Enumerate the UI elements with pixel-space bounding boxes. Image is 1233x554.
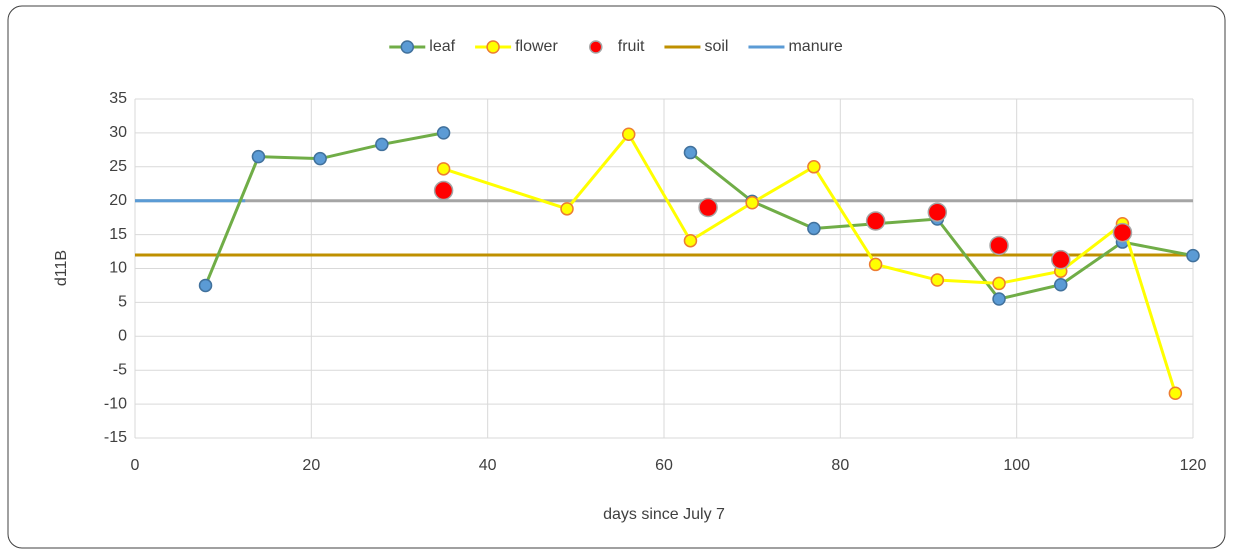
x-tick-label: 20 [302,457,320,474]
marker [251,149,266,164]
x-tick-label: 40 [479,457,497,474]
legend-item: leaf [389,38,456,55]
marker [1186,248,1200,263]
marker [807,160,821,174]
y-tick-label: 10 [109,260,127,277]
marker [927,202,948,222]
legend: leaf flower fruit soil manure [389,38,843,55]
y-tick-label: -5 [113,361,127,378]
marker [1168,386,1183,401]
y-tick-label: 5 [118,294,127,311]
y-tick-label: 25 [109,158,127,175]
marker [992,292,1006,306]
legend-item: soil [664,38,728,55]
y-axis-label: d11B [53,250,70,286]
marker [989,235,1009,256]
legend-label: manure [788,38,842,55]
marker [1051,249,1071,270]
legend-label: leaf [429,38,455,55]
marker [589,40,603,54]
legend-item: fruit [589,38,645,55]
x-axis-label: days since July 7 [603,506,725,523]
marker [992,276,1006,291]
marker [560,202,574,216]
marker [621,127,636,142]
marker [436,126,451,140]
x-tick-label: 120 [1180,457,1207,474]
plot [135,126,1200,401]
marker [436,162,451,176]
y-tick-label: 20 [109,192,127,209]
marker [807,221,821,236]
y-tick-label: 15 [109,226,127,243]
x-tick-label: 80 [831,457,849,474]
marker [1112,222,1133,243]
series-line [443,131,1177,394]
grid: -15 -10 -5 0 5 10 15 20 25 30 35 0 20 40 60 80 100 120 [104,90,1207,474]
y-tick-label: 30 [109,124,127,141]
y-tick-label: -10 [104,395,127,412]
marker [375,137,389,152]
y-tick-label: 0 [118,328,127,345]
x-tick-label: 0 [131,457,140,474]
marker [400,40,415,54]
marker [865,211,886,231]
legend-item: manure [748,38,843,55]
marker [868,257,883,272]
marker [930,273,945,287]
legend-label: soil [704,38,728,55]
legend-item: flower [475,38,558,55]
marker [486,40,500,54]
chart-frame [7,5,1226,549]
marker [313,151,327,166]
marker [745,195,759,210]
y-tick-label: 35 [109,90,127,107]
marker [683,145,698,160]
marker [698,197,718,218]
legend-label: fruit [618,38,645,55]
marker [198,278,213,293]
marker [433,180,454,201]
y-tick-label: -15 [104,429,127,446]
x-tick-label: 60 [655,457,673,474]
marker [1054,278,1068,292]
legend-label: flower [515,38,558,55]
marker [683,233,698,248]
x-tick-label: 100 [1003,457,1030,474]
